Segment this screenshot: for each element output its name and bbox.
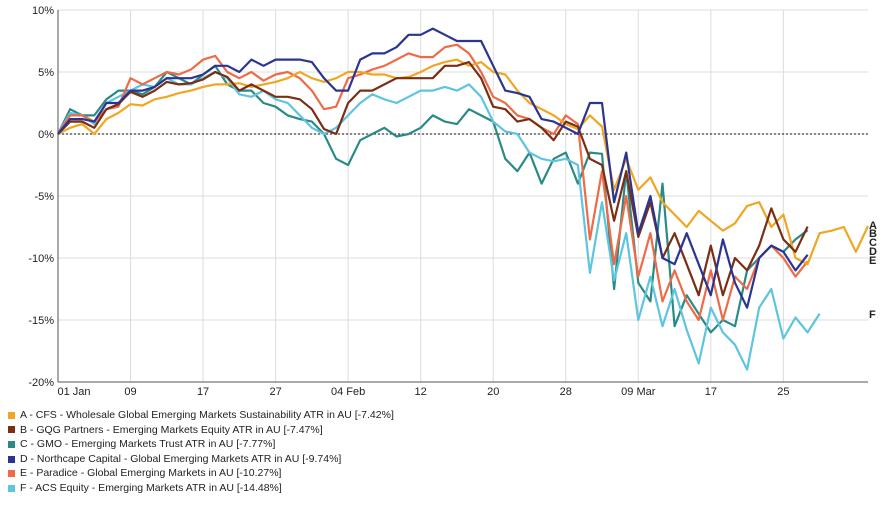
- legend-item: A - CFS - Wholesale Global Emerging Mark…: [8, 408, 394, 423]
- series-line-e: [57, 43, 809, 322]
- x-tick-label: 09: [124, 386, 136, 398]
- legend-swatch: [8, 440, 15, 448]
- x-axis-ticks: 01 Jan 09 17 27 04 Feb 12 20 28 09 Mar 17 25: [57, 386, 789, 398]
- x-tick-label: 04 Feb: [331, 386, 365, 398]
- legend-label: A - CFS - Wholesale Global Emerging Mark…: [20, 409, 394, 421]
- legend-swatch: [8, 426, 15, 434]
- series-line-b: [57, 60, 809, 297]
- legend-item: E - Paradice - Global Emerging Markets i…: [8, 466, 394, 481]
- y-tick-label: -10%: [28, 253, 54, 265]
- legend-label: B - GQG Partners - Emerging Markets Equi…: [20, 423, 323, 436]
- legend-item: C - GMO - Emerging Markets Trust ATR in …: [8, 437, 394, 452]
- series-line-c: [57, 64, 809, 334]
- gridlines: [57, 9, 868, 383]
- end-label-e: E: [869, 255, 876, 267]
- series-lines: [57, 27, 869, 371]
- y-tick-label: -5%: [34, 191, 54, 203]
- legend: A - CFS - Wholesale Global Emerging Mark…: [8, 408, 394, 496]
- legend-item: F - ACS Equity - Emerging Markets ATR in…: [8, 481, 394, 496]
- legend-swatch: [8, 455, 15, 463]
- x-tick-label: 27: [269, 386, 281, 398]
- y-tick-label: 10%: [32, 5, 54, 17]
- end-label-c: C: [869, 237, 877, 249]
- series-line-a: [57, 58, 869, 266]
- end-label-a: A: [869, 220, 877, 232]
- y-tick-label: -20%: [28, 377, 54, 389]
- y-tick-label: 5%: [38, 67, 54, 79]
- x-tick-label: 12: [415, 386, 427, 398]
- legend-item: D - Northcape Capital - Global Emerging …: [8, 452, 394, 467]
- x-tick-label: 20: [487, 386, 499, 398]
- legend-label: F - ACS Equity - Emerging Markets ATR in…: [20, 481, 282, 494]
- legend-swatch: [8, 470, 15, 478]
- legend-swatch: [8, 484, 15, 492]
- end-label-d: D: [869, 246, 877, 258]
- legend-label: E - Paradice - Global Emerging Markets i…: [20, 467, 282, 480]
- line-chart: 10% 5% 0% -5% -10% -15% -20% 01 Jan 09 17 27 04 Fe…: [28, 5, 877, 398]
- x-tick-label: 25: [777, 386, 789, 398]
- legend-item: B - GQG Partners - Emerging Markets Equi…: [8, 423, 394, 438]
- x-tick-label: 09 Mar: [621, 386, 656, 398]
- y-tick-label: -15%: [28, 315, 54, 327]
- x-tick-label: 01 Jan: [57, 386, 90, 398]
- plot-frame: [57, 10, 868, 383]
- y-axis-ticks: 10% 5% 0% -5% -10% -15% -20%: [28, 5, 54, 389]
- x-tick-label: 17: [705, 386, 717, 398]
- series-line-d: [57, 27, 809, 309]
- end-label-f: F: [869, 309, 876, 321]
- legend-label: C - GMO - Emerging Markets Trust ATR in …: [20, 438, 276, 451]
- x-tick-label: 28: [560, 386, 572, 398]
- end-label-b: B: [869, 228, 877, 240]
- y-tick-label: 0%: [38, 129, 54, 141]
- legend-label: D - Northcape Capital - Global Emerging …: [20, 452, 342, 465]
- x-tick-label: 17: [197, 386, 209, 398]
- legend-swatch: [8, 411, 15, 419]
